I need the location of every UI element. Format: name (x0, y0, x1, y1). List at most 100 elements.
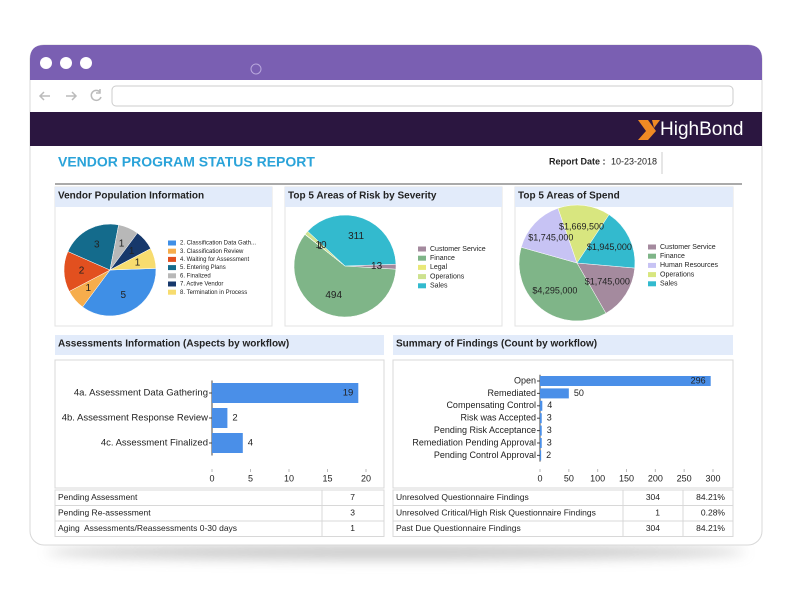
tab-icon (250, 63, 262, 75)
bar[interactable] (540, 425, 542, 436)
window-dot[interactable] (60, 57, 72, 69)
data-label: 1 (86, 283, 92, 294)
data-label: 50 (574, 388, 584, 398)
data-label: 1 (119, 239, 125, 250)
legend-label: Customer Service (430, 246, 486, 253)
address-bar[interactable] (111, 85, 734, 107)
y-tick-label: Compensating Control (446, 400, 536, 410)
legend-swatch (648, 244, 656, 250)
table-cell: 1 (350, 523, 355, 533)
x-tick-label: 15 (322, 473, 332, 483)
report-date: 10-23-2018 (611, 156, 657, 166)
legend-label: Finance (430, 255, 455, 262)
data-label: $1,669,500 (559, 222, 604, 232)
x-tick-label: 250 (677, 473, 692, 483)
legend-label: Sales (660, 281, 678, 288)
window-dot[interactable] (40, 57, 52, 69)
x-tick-label: 50 (564, 473, 574, 483)
table-cell: 0.28% (701, 508, 726, 518)
table-cell: Past Due Questionnaire Findings (396, 523, 521, 533)
legend-label: Operations (430, 273, 465, 280)
table-cell: 1 (655, 508, 660, 518)
pie-slice (520, 207, 578, 264)
data-label: 10 (315, 240, 327, 251)
y-tick-label: Pending Control Approval (434, 450, 536, 460)
legend-swatch (168, 289, 176, 295)
legend-swatch (648, 272, 656, 278)
x-tick-label: 5 (248, 473, 253, 483)
panel-title-bar (285, 187, 502, 207)
pie-slice (557, 204, 610, 264)
legend-swatch (168, 281, 176, 287)
panel-title: Top 5 Areas of Risk by Severity (288, 191, 437, 202)
back-button[interactable] (38, 91, 50, 101)
x-tick-label: 100 (590, 473, 605, 483)
table-cell: 7 (350, 492, 355, 502)
x-tick-label: 0 (537, 473, 542, 483)
data-label: 296 (691, 375, 706, 385)
table-cell: 304 (646, 492, 660, 502)
data-label: $1,745,000 (528, 233, 573, 243)
data-label: 311 (348, 231, 364, 242)
forward-button[interactable] (66, 91, 78, 101)
legend-label: Customer Service (660, 244, 716, 251)
data-label: 2 (79, 266, 85, 277)
data-label: 13 (371, 261, 383, 272)
data-label: 1 (317, 241, 323, 252)
y-tick-label: 4a. Assessment Data Gathering (74, 388, 208, 399)
bar[interactable] (212, 433, 243, 453)
logo-icon (638, 120, 660, 140)
legend-label: Human Resources (660, 262, 718, 269)
legend-label: 6. Finalized (180, 273, 211, 279)
pie-slice (307, 214, 397, 267)
bar[interactable] (540, 438, 542, 448)
bar[interactable] (540, 376, 711, 386)
legend-label: 3. Classification Review (180, 249, 244, 255)
table-cell: Unresolved Questionnaire Findings (396, 492, 529, 502)
y-tick-label: 4b. Assessment Response Review (62, 413, 208, 424)
data-label: 1 (135, 257, 141, 268)
data-label: $1,945,000 (587, 242, 632, 252)
data-label: 3 (547, 413, 552, 423)
table-cell: Pending Assessment (58, 492, 138, 502)
pie-slice (109, 248, 157, 271)
bar[interactable] (212, 383, 359, 403)
report-title: VENDOR PROGRAM STATUS REPORT (58, 154, 315, 170)
window-dot[interactable] (80, 57, 92, 69)
table-cell: Pending Re-assessment (58, 508, 151, 518)
bar[interactable] (540, 388, 569, 399)
data-label: 1 (129, 246, 135, 257)
pie-slice (67, 223, 119, 271)
legend-swatch (418, 255, 426, 261)
table-row (54, 520, 385, 537)
bar[interactable] (540, 450, 542, 461)
data-label: 494 (325, 290, 342, 301)
bar[interactable] (540, 413, 542, 424)
legend-label: Operations (660, 271, 695, 278)
x-tick-label: 20 (361, 473, 371, 483)
legend-swatch (168, 265, 176, 271)
table-cell: 84.21% (696, 523, 725, 533)
bar[interactable] (540, 400, 543, 411)
panel-title: Summary of Findings (Count by workflow) (396, 339, 597, 350)
x-tick-label: 300 (705, 473, 720, 483)
logo-text: HighBond (660, 119, 743, 140)
data-label: 2 (232, 413, 237, 424)
legend-swatch (418, 264, 426, 270)
data-label: 4 (248, 438, 253, 449)
data-label: 4 (547, 400, 552, 410)
data-label: 3 (94, 239, 100, 250)
y-tick-label: Risk was Accepted (460, 413, 536, 423)
legend-label: Legal (430, 264, 448, 271)
panel-title: Assessments Information (Aspects by work… (58, 339, 289, 350)
y-tick-label: Remediated (487, 388, 536, 398)
table-cell: 304 (646, 523, 660, 533)
charts: Vendor Population Information 2. Classifi… (54, 186, 734, 537)
y-tick-label: Pending Risk Acceptance (434, 425, 536, 435)
data-label: 3 (547, 425, 552, 435)
reload-button[interactable] (90, 89, 102, 102)
panel-title-bar (55, 187, 272, 207)
bar[interactable] (212, 408, 228, 428)
